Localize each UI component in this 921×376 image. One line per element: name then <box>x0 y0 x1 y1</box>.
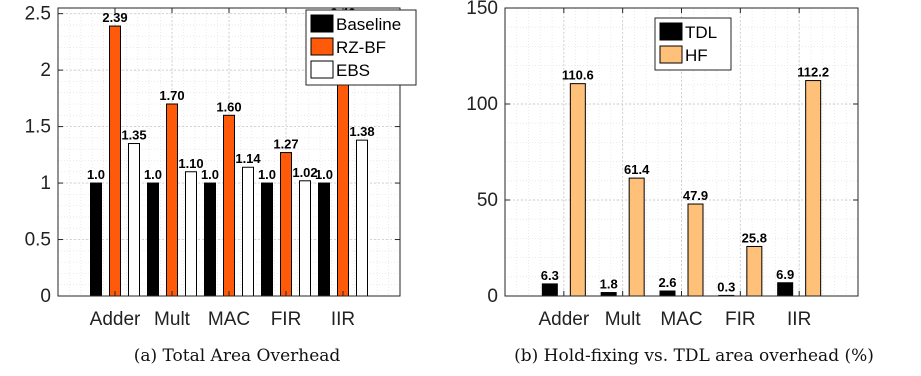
legend-label: RZ-BF <box>336 38 386 57</box>
series-baseline <box>90 182 330 297</box>
bar <box>242 166 254 297</box>
legend-swatch <box>310 37 334 56</box>
bar <box>128 143 140 297</box>
data-label: 0.3 <box>717 279 735 294</box>
bar <box>356 139 368 297</box>
legend-swatch <box>659 22 683 41</box>
bar <box>261 182 273 297</box>
data-label: 1.02 <box>292 165 317 180</box>
legend-swatch <box>310 60 334 79</box>
bar <box>109 25 121 297</box>
x-tick-label: Mult <box>605 309 642 330</box>
chart-hold-fixing-vs-tdl: 6.3 1.8 2.6 0.3 6.9 110.6 61.4 47.9 25.8 112.2 0 50… <box>466 0 859 330</box>
bar <box>659 290 676 297</box>
data-label: 1.38 <box>349 124 374 139</box>
data-label: 6.9 <box>776 267 794 282</box>
caption-a: (a) Total Area Overhead <box>134 346 341 366</box>
legend-swatch <box>659 45 683 64</box>
y-tick-label: 2.5 <box>25 4 51 25</box>
caption-b: (b) Hold-fixing vs. TDL area overhead (%… <box>514 346 874 366</box>
data-label: 1.14 <box>235 151 261 166</box>
x-tick-label: Adder <box>90 309 141 330</box>
data-label: 1.70 <box>159 88 184 103</box>
data-label: 1.35 <box>121 128 146 143</box>
legend-label: TDL <box>685 23 717 42</box>
bar <box>280 152 292 297</box>
x-tick-label: FIR <box>271 309 302 330</box>
bar <box>746 245 763 297</box>
legend-label: Baseline <box>336 15 401 34</box>
legend-label: EBS <box>336 61 370 80</box>
data-label: 1.8 <box>600 277 618 292</box>
bar <box>223 114 235 297</box>
y-tick-label: 2 <box>40 60 51 81</box>
x-tick-label: MAC <box>660 309 702 330</box>
series-hf <box>569 80 822 297</box>
data-label: 1.27 <box>273 137 298 152</box>
data-label: 1.0 <box>87 167 105 182</box>
data-label: 112.2 <box>797 65 829 80</box>
bar <box>805 80 822 297</box>
bar <box>147 182 159 297</box>
bar <box>185 171 197 297</box>
data-label: 2.6 <box>658 275 676 290</box>
legend-label: HF <box>685 46 708 65</box>
data-label: 25.8 <box>742 230 767 245</box>
y-tick-label: 0.5 <box>25 230 51 251</box>
bar <box>299 180 311 297</box>
y-tick-label: 1 <box>40 173 51 194</box>
y-tick-label: 150 <box>466 0 498 19</box>
data-label: 61.4 <box>624 162 650 177</box>
bar <box>166 103 178 297</box>
x-tick-label: Adder <box>538 309 589 330</box>
x-tick-label: FIR <box>725 309 756 330</box>
bar <box>204 182 216 297</box>
y-tick-label: 100 <box>466 94 498 115</box>
data-label: 6.3 <box>541 268 559 283</box>
data-label: 1.0 <box>144 167 162 182</box>
bar <box>90 182 102 297</box>
data-label: 1.0 <box>258 167 276 182</box>
bar <box>541 283 558 297</box>
y-tick-label: 50 <box>477 190 498 211</box>
data-label: 1.60 <box>216 99 241 114</box>
y-tick-label: 1.5 <box>25 117 51 138</box>
y-tick-label: 0 <box>40 286 51 307</box>
data-label: 1.0 <box>315 167 333 182</box>
x-tick-label: IIR <box>331 309 355 330</box>
bar <box>628 177 645 297</box>
bar <box>600 292 617 297</box>
bar <box>777 282 794 297</box>
y-tick-label: 0 <box>487 286 498 307</box>
chart-total-area-overhead: 1.01.01.01.01.02.391.701.601.272.431.351… <box>25 4 417 330</box>
bar <box>569 83 586 297</box>
legend: TDL HF <box>654 17 732 71</box>
data-label: 1.10 <box>178 156 203 171</box>
data-label: 110.6 <box>562 68 594 83</box>
data-label: 2.39 <box>102 10 127 25</box>
bar <box>687 203 704 297</box>
data-label: 1.0 <box>201 167 219 182</box>
x-tick-label: IIR <box>787 309 811 330</box>
x-tick-label: MAC <box>208 309 250 330</box>
bar <box>318 182 330 297</box>
x-tick-label: Mult <box>154 309 191 330</box>
data-label: 47.9 <box>683 188 708 203</box>
legend: Baseline RZ-BF EBS <box>305 9 417 86</box>
legend-swatch <box>310 14 334 33</box>
